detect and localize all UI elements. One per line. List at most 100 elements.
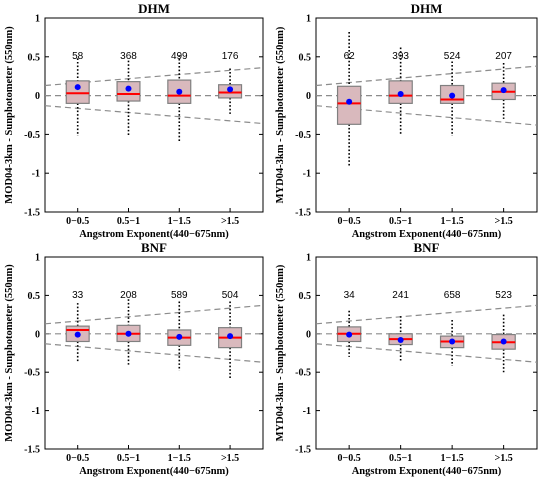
sample-count-label: 241 <box>392 290 409 301</box>
y-axis-label: MYD04-3km - Sunphotometer (550nm) <box>275 26 286 203</box>
y-tick-label: 0 <box>35 91 40 102</box>
x-axis-label: Angstrom Exponent(440−675nm) <box>79 229 229 240</box>
mean-point <box>176 333 183 340</box>
y-tick-label: -1 <box>303 406 311 417</box>
sample-count-label: 207 <box>495 51 512 62</box>
sample-count-label: 368 <box>120 51 137 62</box>
y-axis-label: MYD04-3km - Sunphotometer (550nm) <box>275 264 286 441</box>
chart-title: BNF <box>141 240 167 255</box>
y-tick-label: -1 <box>303 169 311 180</box>
y-tick-label: -1 <box>32 406 40 417</box>
x-tick-label: 0.5−1 <box>389 453 412 464</box>
x-tick-label: 1−1.5 <box>441 216 464 227</box>
plot-frame <box>315 17 538 213</box>
x-tick-label: >1.5 <box>495 453 513 464</box>
sample-count-label: 499 <box>171 51 188 62</box>
x-tick-label: >1.5 <box>495 216 513 227</box>
y-tick-label: 0 <box>306 91 311 102</box>
chart-panel-2: DHM -1.5 -1 -0.5 0 0.5 1 MYD04-3km - Sunphotome… <box>275 1 538 240</box>
x-axis-label: Angstrom Exponent(440−675nm) <box>352 466 502 477</box>
x-axis-label: Angstrom Exponent(440−675nm) <box>352 229 502 240</box>
y-tick-label: 1 <box>35 253 40 264</box>
mean-point <box>346 98 353 105</box>
upper-envelope-line <box>44 67 264 87</box>
mean-point <box>500 87 507 94</box>
mean-point <box>176 88 183 95</box>
chart-title: BNF <box>414 240 440 255</box>
x-tick-label: 0.5−1 <box>389 216 412 227</box>
y-tick-label: -0.5 <box>295 368 311 379</box>
y-tick-label: 1 <box>35 14 40 25</box>
y-tick-label: -0.5 <box>24 368 40 379</box>
x-tick-label: 1−1.5 <box>168 453 191 464</box>
sample-count-label: 208 <box>120 290 137 301</box>
chart-panel-3: BNF -1.5 -1 -0.5 0 0.5 1 MOD04-3km - Sunphotome… <box>4 240 264 477</box>
x-tick-label: 1−1.5 <box>168 216 191 227</box>
x-tick-label: 0−0.5 <box>66 216 89 227</box>
upper-envelope-line <box>315 65 538 87</box>
lower-envelope-line <box>44 343 264 363</box>
y-tick-label: -1.5 <box>295 208 311 219</box>
y-tick-label: -1.5 <box>295 445 311 456</box>
sample-count-label: 58 <box>72 51 84 62</box>
x-tick-label: 0.5−1 <box>117 216 140 227</box>
box-iqr <box>336 85 362 125</box>
mean-point <box>397 336 404 343</box>
chart-panel-1: DHM -1.5 -1 -0.5 0 0.5 1 MOD04-3km - Sunphotome… <box>4 1 264 240</box>
y-axis-label: MOD04-3km - Sunphotometer (550nm) <box>4 26 15 204</box>
y-tick-label: -1.5 <box>24 445 40 456</box>
mean-point <box>449 338 456 345</box>
sample-count-label: 589 <box>171 290 188 301</box>
chart-title: DHM <box>138 1 170 16</box>
upper-envelope-line <box>44 304 264 325</box>
y-tick-label: 0.5 <box>299 291 312 302</box>
x-tick-label: 0.5−1 <box>117 453 140 464</box>
y-tick-label: 0 <box>306 329 311 340</box>
sample-count-label: 658 <box>444 290 461 301</box>
mean-point <box>397 91 404 98</box>
sample-count-label: 33 <box>72 290 84 301</box>
y-tick-label: -1 <box>32 169 40 180</box>
y-tick-label: 0 <box>35 329 40 340</box>
mean-point <box>125 85 132 92</box>
mean-point <box>74 84 81 91</box>
sample-count-label: 34 <box>344 290 356 301</box>
mean-point <box>74 331 81 338</box>
mean-point <box>449 92 456 99</box>
mean-point <box>500 338 507 345</box>
sample-count-label: 176 <box>222 51 239 62</box>
plot-frame <box>44 17 264 213</box>
sample-count-label: 524 <box>444 51 461 62</box>
y-tick-label: 0.5 <box>299 52 312 63</box>
x-tick-label: >1.5 <box>221 453 239 464</box>
sample-count-label: 523 <box>495 290 512 301</box>
y-tick-label: 1 <box>306 253 311 264</box>
x-tick-label: 0−0.5 <box>66 453 89 464</box>
lower-envelope-line <box>315 343 538 363</box>
y-tick-label: -0.5 <box>24 130 40 141</box>
plot-frame <box>44 256 264 450</box>
sample-count-label: 393 <box>392 51 409 62</box>
lower-envelope-line <box>44 105 264 125</box>
y-tick-label: 0.5 <box>28 52 41 63</box>
sample-count-label: 62 <box>344 51 356 62</box>
x-axis-label: Angstrom Exponent(440−675nm) <box>79 466 229 477</box>
lower-envelope-line <box>315 105 538 126</box>
y-tick-label: -1.5 <box>24 208 40 219</box>
box-iqr <box>65 80 90 104</box>
x-tick-label: 1−1.5 <box>441 453 464 464</box>
chart-title: DHM <box>411 1 443 16</box>
mean-point <box>346 331 353 338</box>
mean-point <box>227 333 234 340</box>
plot-frame <box>315 256 538 450</box>
y-tick-label: 1 <box>306 14 311 25</box>
sample-count-label: 504 <box>222 290 239 301</box>
x-tick-label: 0−0.5 <box>338 453 361 464</box>
y-axis-label: MOD04-3km - Sunphotometer (550nm) <box>4 264 15 442</box>
upper-envelope-line <box>315 304 538 325</box>
mean-point <box>125 330 132 337</box>
x-tick-label: >1.5 <box>221 216 239 227</box>
chart-panel-4: BNF -1.5 -1 -0.5 0 0.5 1 MYD04-3km - Sunphotome… <box>275 240 538 477</box>
y-tick-label: -0.5 <box>295 130 311 141</box>
y-tick-label: 0.5 <box>28 291 41 302</box>
